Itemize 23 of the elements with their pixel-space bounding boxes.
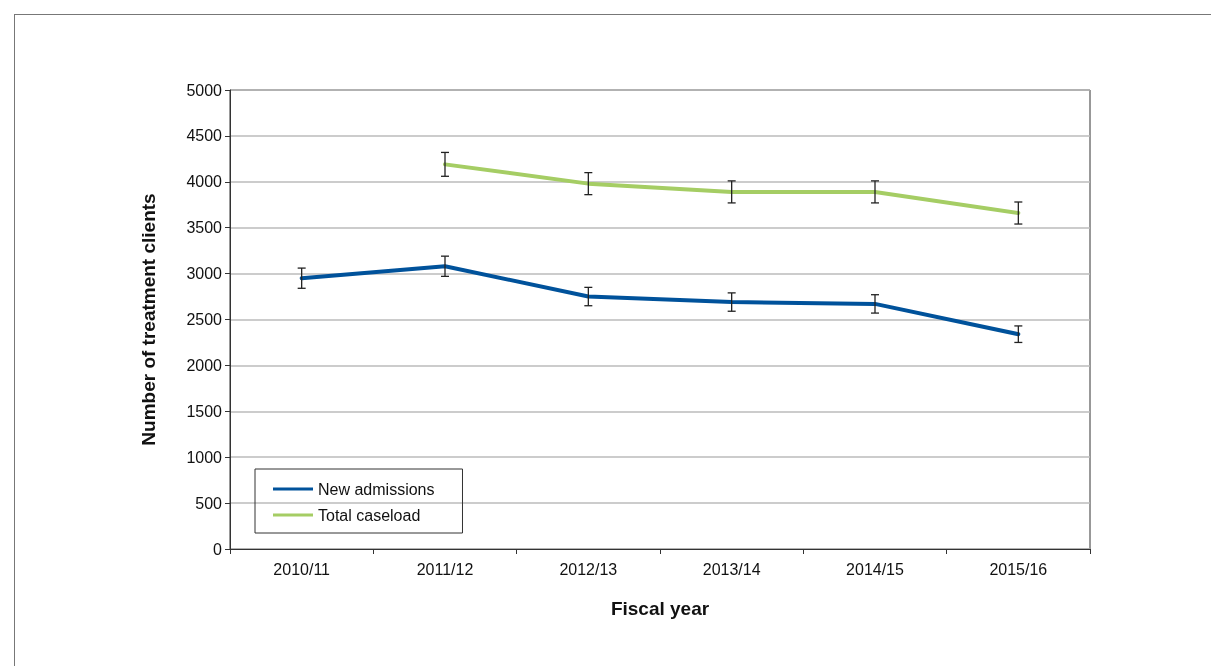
line-series (443, 162, 1021, 216)
x-axis-title: Fiscal year (610, 598, 710, 619)
y-tick-label: 500 (195, 494, 223, 512)
y-tick-label: 4000 (186, 173, 223, 191)
line-series (299, 264, 1021, 337)
x-tick-label: 2014/15 (846, 560, 905, 578)
y-tick-label: 0 (213, 540, 223, 558)
x-tick-label: 2015/16 (989, 560, 1048, 578)
x-tick-label: 2011/12 (416, 560, 474, 578)
x-tick-label: 2010/11 (273, 560, 331, 578)
y-tick-label: 2500 (186, 311, 223, 328)
legend-label: New admissions (318, 480, 435, 498)
y-axis-title: Number of treatment clients (138, 193, 159, 446)
x-tick-label: 2013/14 (702, 560, 761, 578)
legend-label: Total caseload (318, 506, 421, 524)
y-tick-label: 1500 (186, 402, 223, 420)
y-tick-label: 2000 (186, 356, 223, 374)
y-tick-label: 3000 (186, 265, 223, 283)
y-tick-label: 1000 (186, 448, 223, 466)
y-tick-label: 3500 (186, 219, 223, 237)
y-tick-label: 4500 (186, 127, 223, 145)
y-tick-label: 5000 (186, 81, 223, 99)
x-tick-label: 2012/13 (559, 560, 618, 578)
